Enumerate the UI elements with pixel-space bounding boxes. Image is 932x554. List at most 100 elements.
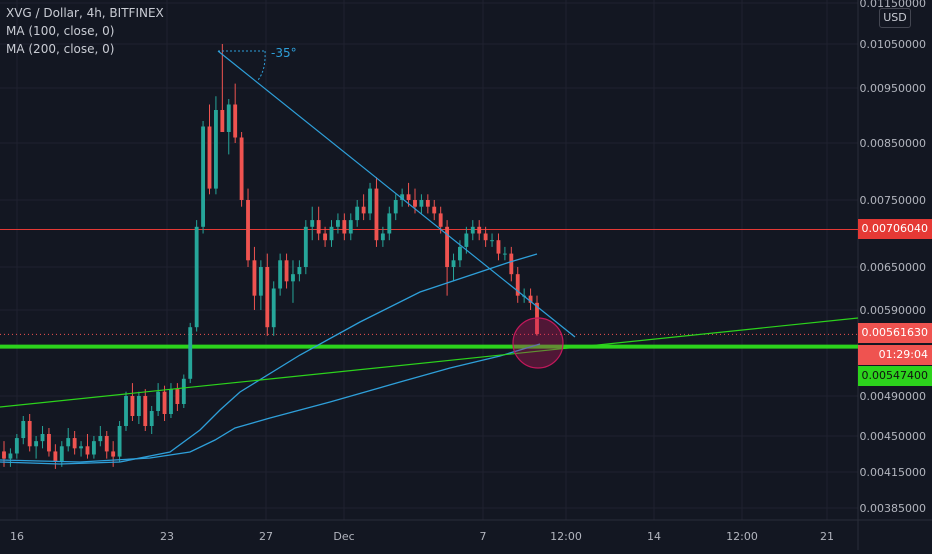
candle-body bbox=[124, 396, 128, 426]
candle-body bbox=[239, 137, 244, 200]
candle-body bbox=[53, 451, 58, 462]
candle-body bbox=[310, 220, 315, 227]
candle-body bbox=[393, 200, 398, 214]
y-tick-label: 0.00415000 bbox=[860, 466, 926, 479]
x-tick-label: 12:00 bbox=[726, 530, 758, 543]
candle-body bbox=[40, 434, 45, 442]
y-tick-label: 0.00850000 bbox=[860, 137, 926, 150]
ma100-legend: MA (100, close, 0) bbox=[6, 24, 115, 38]
candle-body bbox=[175, 389, 180, 404]
y-tick-label: 0.00385000 bbox=[860, 502, 926, 515]
candle-body bbox=[451, 260, 456, 267]
candle-body bbox=[66, 438, 71, 447]
y-tick-label: 0.00590000 bbox=[860, 304, 926, 317]
countdown-label: 01:29:04 bbox=[858, 345, 932, 365]
ma-line-slow bbox=[0, 343, 541, 463]
descending-trendline bbox=[217, 50, 576, 338]
candle-body bbox=[181, 378, 186, 404]
candle-body bbox=[355, 206, 360, 221]
candle-body bbox=[348, 220, 353, 234]
x-tick-label: 21 bbox=[820, 530, 834, 543]
candle-body bbox=[233, 104, 238, 138]
resistance-price-label: 0.00706040 bbox=[858, 219, 932, 239]
candle-body bbox=[79, 446, 83, 449]
last-price-label: 0.00561630 bbox=[858, 323, 932, 343]
y-tick-label: 0.01050000 bbox=[860, 38, 926, 51]
highlight-circle bbox=[512, 317, 564, 369]
candle-body bbox=[387, 213, 392, 234]
candle-body bbox=[336, 220, 340, 227]
candle-body bbox=[130, 396, 135, 416]
candle-body bbox=[515, 274, 520, 296]
candle-body bbox=[502, 253, 507, 255]
candle-body bbox=[104, 436, 109, 452]
candle-body bbox=[149, 411, 154, 426]
x-tick-label: 16 bbox=[10, 530, 24, 543]
candle-body bbox=[194, 226, 199, 328]
currency-button[interactable]: USD bbox=[879, 8, 911, 28]
candle-body bbox=[85, 446, 90, 455]
candle-body bbox=[323, 233, 328, 241]
x-tick-label: 12:00 bbox=[550, 530, 582, 543]
candle-body bbox=[213, 110, 218, 189]
candle-body bbox=[91, 441, 96, 455]
x-tick-label: 14 bbox=[647, 530, 661, 543]
candle-body bbox=[21, 421, 26, 439]
candle-body bbox=[117, 426, 122, 457]
x-tick-label: 27 bbox=[259, 530, 273, 543]
candle-body bbox=[432, 206, 437, 214]
candle-body bbox=[47, 434, 51, 452]
candle-body bbox=[207, 126, 212, 189]
candle-body bbox=[342, 220, 347, 234]
rising-trendline bbox=[0, 317, 859, 408]
x-tick-label: 23 bbox=[160, 530, 174, 543]
candle-body bbox=[406, 194, 411, 200]
candle-body bbox=[188, 327, 193, 379]
ma-line-fast bbox=[0, 253, 538, 465]
candle-body bbox=[361, 206, 366, 214]
candle-body bbox=[252, 260, 257, 296]
candle-body bbox=[284, 260, 289, 282]
x-tick-label: 7 bbox=[480, 530, 487, 543]
candle-body bbox=[374, 188, 379, 241]
candle-body bbox=[72, 438, 77, 449]
candle-body bbox=[291, 274, 295, 282]
candle-body bbox=[226, 104, 231, 132]
candle-body bbox=[258, 267, 263, 296]
ma200-legend: MA (200, close, 0) bbox=[6, 42, 115, 56]
candle-body bbox=[483, 233, 488, 241]
candle-body bbox=[201, 126, 205, 227]
y-tick-label: 0.00750000 bbox=[860, 194, 926, 207]
candle-body bbox=[265, 267, 270, 328]
candle-body bbox=[445, 226, 450, 267]
candle-body bbox=[400, 194, 405, 200]
candle-body bbox=[27, 421, 32, 447]
angle-label: -35° bbox=[271, 46, 297, 60]
candle-body bbox=[220, 110, 225, 132]
candle-body bbox=[156, 391, 161, 411]
candle-body bbox=[380, 233, 385, 241]
candle-body bbox=[59, 446, 64, 462]
candle-body bbox=[470, 226, 475, 234]
candle-body bbox=[425, 200, 430, 207]
candle-body bbox=[143, 396, 148, 426]
candle-body bbox=[464, 233, 469, 247]
angle-arc bbox=[257, 50, 266, 81]
candle-body bbox=[413, 200, 417, 207]
candle-body bbox=[136, 396, 141, 416]
candle-body bbox=[111, 451, 116, 457]
candle-body bbox=[162, 391, 167, 414]
candle-body bbox=[34, 441, 39, 447]
candle-body bbox=[2, 451, 6, 459]
candle-body bbox=[297, 267, 302, 275]
candle-body bbox=[477, 226, 482, 234]
candle-body bbox=[438, 213, 443, 227]
candle-body bbox=[458, 246, 462, 261]
candle-body bbox=[98, 436, 103, 442]
y-tick-label: 0.00450000 bbox=[860, 430, 926, 443]
chart-legend: XVG / Dollar, 4h, BITFINEX MA (100, clos… bbox=[6, 4, 164, 58]
y-tick-label: 0.00950000 bbox=[860, 82, 926, 95]
